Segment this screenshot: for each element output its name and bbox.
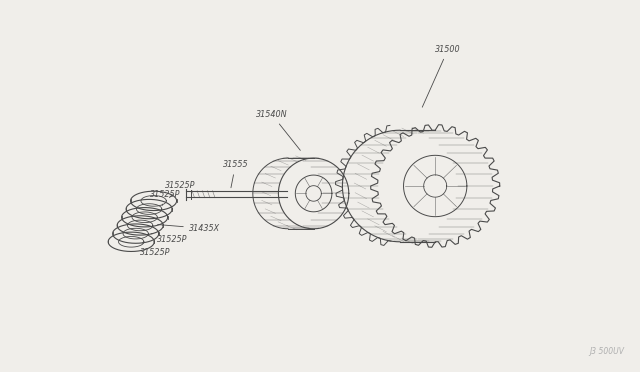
Text: 31540N: 31540N xyxy=(256,110,300,150)
Text: 31435X: 31435X xyxy=(157,224,220,233)
Text: 31500: 31500 xyxy=(422,45,461,107)
Text: 31525P: 31525P xyxy=(151,234,188,244)
Text: 31555: 31555 xyxy=(223,160,248,188)
Text: 31525P: 31525P xyxy=(150,190,181,206)
Text: 31525P: 31525P xyxy=(140,243,170,257)
Text: 31525P: 31525P xyxy=(165,181,196,198)
Text: J3 500UV: J3 500UV xyxy=(589,347,624,356)
